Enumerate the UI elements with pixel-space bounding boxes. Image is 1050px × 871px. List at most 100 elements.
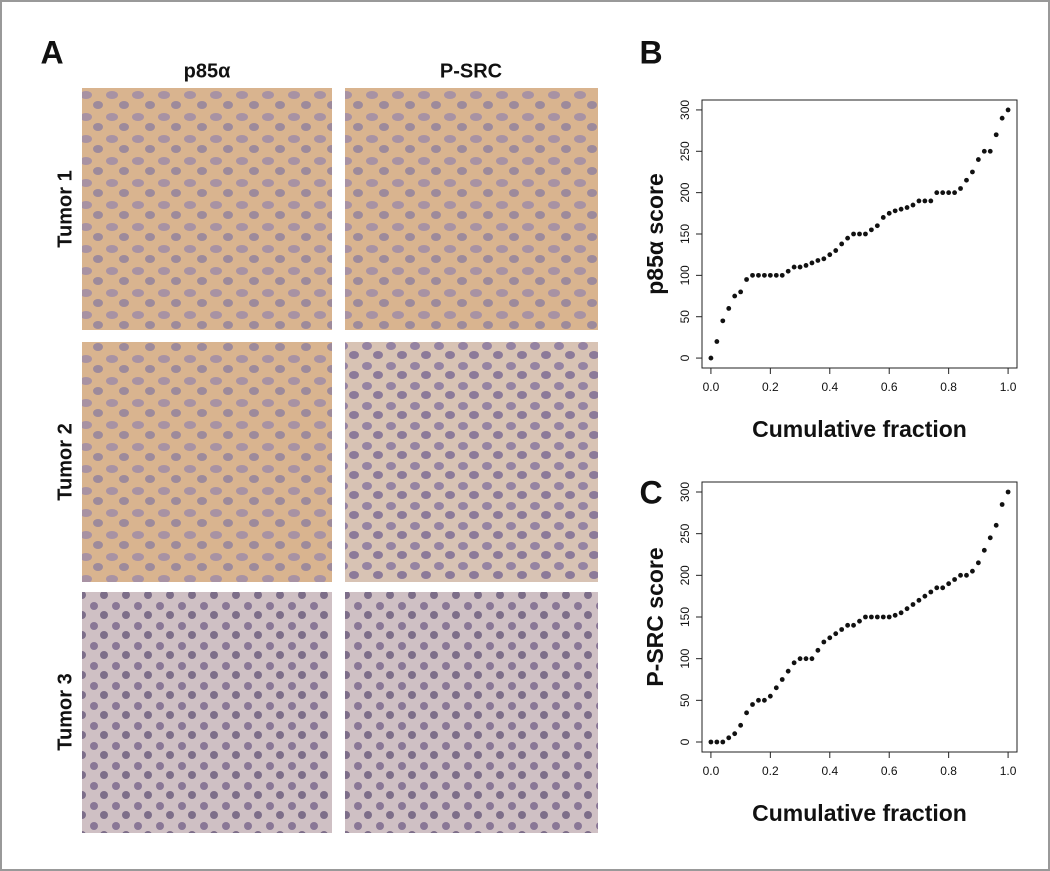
data-point [839, 241, 845, 247]
data-point [767, 693, 773, 699]
data-point [922, 593, 928, 599]
data-point [946, 190, 952, 196]
data-point [904, 205, 910, 210]
micrograph [82, 88, 332, 330]
x-tick-label: 0.2 [762, 764, 779, 778]
x-axis-title: Cumulative fraction [752, 416, 967, 442]
data-point [827, 252, 833, 258]
data-point [821, 639, 827, 645]
x-tick-label: 0.0 [703, 764, 720, 778]
data-point [981, 148, 987, 154]
data-point [756, 272, 761, 278]
y-tick-label: 200 [678, 565, 692, 585]
data-point [851, 231, 856, 237]
data-point [726, 306, 732, 311]
x-tick-label: 0.6 [881, 764, 898, 778]
data-point [720, 739, 726, 745]
data-point [993, 522, 999, 528]
data-point [863, 614, 868, 620]
data-point [809, 656, 815, 662]
data-point [714, 339, 720, 344]
y-tick-label: 100 [678, 648, 692, 668]
data-point [916, 198, 922, 204]
column-header: P-SRC [440, 60, 502, 82]
panel-label: B [639, 34, 662, 70]
data-point [857, 618, 862, 624]
data-point [886, 614, 892, 620]
data-point [880, 215, 886, 220]
data-point [708, 355, 714, 361]
y-tick-label: 150 [678, 607, 692, 627]
x-tick-label: 0.8 [940, 764, 957, 778]
micrograph [82, 342, 332, 582]
data-point [993, 132, 999, 138]
y-tick-label: 50 [678, 693, 692, 707]
data-point [987, 148, 993, 154]
x-tick-label: 0.8 [940, 380, 957, 394]
micrograph [82, 592, 332, 833]
data-point [767, 272, 773, 278]
data-point [934, 190, 940, 196]
data-point [958, 572, 963, 578]
y-axis-title: P-SRC score [642, 547, 668, 686]
y-tick-label: 150 [678, 224, 692, 244]
data-point [726, 735, 732, 741]
row-label: Tumor 2 [54, 423, 76, 500]
data-point [857, 231, 862, 237]
data-point [732, 731, 738, 737]
data-point [886, 210, 892, 216]
data-point [898, 206, 904, 212]
micrographs [82, 88, 598, 833]
row-label: Tumor 3 [54, 673, 76, 750]
x-tick-label: 1.0 [1000, 380, 1017, 394]
data-point [999, 115, 1005, 121]
y-tick-label: 0 [678, 354, 692, 361]
data-point [863, 231, 868, 237]
y-tick-label: 100 [678, 265, 692, 285]
data-point [773, 272, 779, 278]
data-point [940, 190, 946, 196]
plot-frame [701, 481, 1018, 753]
data-point [756, 697, 761, 703]
data-point [845, 622, 851, 628]
y-tick-label: 250 [678, 523, 692, 543]
data-point [946, 581, 952, 587]
data-point [964, 177, 969, 183]
data-point [880, 614, 886, 620]
data-point [910, 202, 916, 208]
data-point [785, 268, 791, 274]
data-point [797, 656, 803, 662]
data-point [975, 157, 981, 162]
data-point [827, 635, 833, 641]
data-point [916, 597, 922, 603]
data-point [750, 702, 755, 707]
data-point [975, 560, 981, 566]
data-point [809, 260, 815, 266]
data-point [791, 264, 797, 270]
data-point [845, 235, 851, 241]
y-tick-label: 0 [678, 738, 692, 745]
data-point [892, 208, 898, 214]
data-point [738, 722, 744, 728]
micrograph [345, 88, 598, 330]
data-point [999, 502, 1005, 507]
x-tick-label: 1.0 [1000, 764, 1017, 778]
micrograph [345, 342, 598, 582]
data-point [892, 612, 898, 618]
x-axis-title: Cumulative fraction [752, 800, 967, 826]
data-point [874, 223, 880, 229]
data-point [898, 610, 904, 616]
data-point [928, 198, 934, 204]
data-point [964, 572, 969, 578]
data-point [934, 585, 940, 591]
data-point [815, 647, 821, 653]
data-point [839, 627, 845, 632]
data-point [940, 585, 946, 591]
data-point [952, 577, 957, 582]
data-point [762, 697, 767, 703]
data-point [779, 272, 785, 278]
data-point [833, 248, 839, 253]
panel-label: A [40, 34, 63, 70]
